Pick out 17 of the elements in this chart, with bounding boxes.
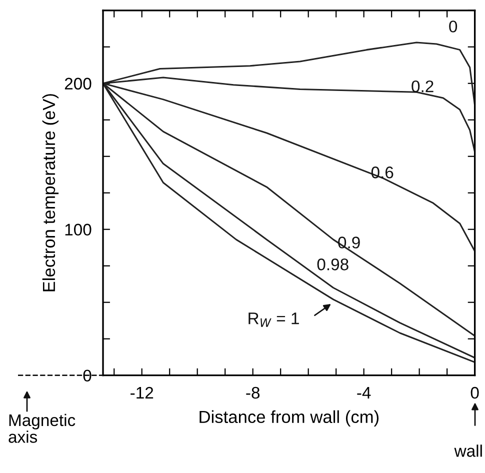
y-tick-label: 100 [65,224,92,236]
y-tick-label: 200 [64,78,92,90]
x-tick-label: -12 [130,386,154,399]
series-label: 0.6 [371,166,394,178]
x-axis-title: Distance from wall (cm) [200,410,379,426]
y-axis-title: Electron temperature (eV) [42,94,59,292]
series-label: 0.9 [338,236,360,248]
x-tick-label: -8 [246,386,260,399]
text: Magnetic axis [8,414,76,443]
series-label: 0.2 [412,80,434,92]
x-tick-label: 0 [470,386,479,399]
series-label: R$_{W}$ = 1 [248,312,299,327]
series-label: 0.98 [317,258,348,270]
text: wall [454,444,482,457]
x-tick-label: -4 [357,387,371,399]
y-tick-label: 0 [83,370,92,382]
series-label: 0 [449,20,458,32]
